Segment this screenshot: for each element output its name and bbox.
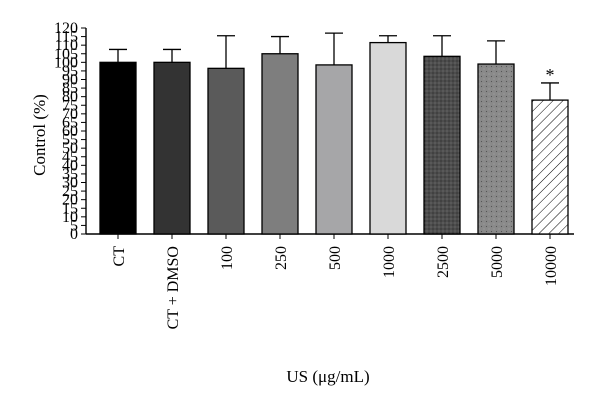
error-bars: * xyxy=(109,32,559,101)
x-tick-label: CT xyxy=(111,246,128,267)
y-tick-label: 30 xyxy=(62,175,78,192)
bar-ct-dmso xyxy=(153,61,191,235)
y-tick-label: 90 xyxy=(62,72,78,89)
y-tick-label: 35 xyxy=(62,166,78,183)
x-tick-label: 500 xyxy=(327,246,344,270)
x-axis-label: US (μg/mL) xyxy=(286,367,369,386)
bar-2500 xyxy=(423,55,461,235)
y-tick-label: 55 xyxy=(62,132,78,149)
y-tick-label: 75 xyxy=(62,97,78,114)
bar-ct xyxy=(99,61,137,235)
x-tick-label: 5000 xyxy=(489,246,506,278)
y-axis-ticks: 0510152025303540455055606570758085909510… xyxy=(54,20,86,243)
y-tick-label: 120 xyxy=(54,20,78,37)
x-axis-tick-labels: CT CT + DMSO 100 250 500 1000 2500 5000 10000 xyxy=(111,234,560,329)
y-tick-label: 45 xyxy=(62,149,78,166)
bars xyxy=(99,41,569,235)
y-tick-label: 85 xyxy=(62,80,78,97)
y-tick-label: 40 xyxy=(62,157,78,174)
y-axis-label: Control (%) xyxy=(30,94,49,176)
y-tick-label: 105 xyxy=(54,46,78,63)
bar-1000 xyxy=(369,41,407,235)
x-tick-label: 2500 xyxy=(435,246,452,278)
y-tick-label: 10 xyxy=(62,209,78,226)
y-tick-label: 65 xyxy=(62,114,78,131)
bar-5000 xyxy=(477,63,515,235)
y-tick-label: 15 xyxy=(62,200,78,217)
y-tick-label: 110 xyxy=(55,37,78,54)
y-tick-label: 25 xyxy=(62,183,78,200)
y-tick-label: 60 xyxy=(62,123,78,140)
x-tick-label: 100 xyxy=(219,246,236,270)
x-tick-label: CT + DMSO xyxy=(165,246,182,329)
bar-10000 xyxy=(531,99,569,235)
y-tick-label: 100 xyxy=(54,54,78,71)
bar-250 xyxy=(261,53,299,235)
x-tick-label: 10000 xyxy=(543,246,560,286)
y-tick-label: 70 xyxy=(62,106,78,123)
y-tick-label: 0 xyxy=(70,226,78,243)
y-tick-label: 20 xyxy=(62,192,78,209)
y-tick-label: 80 xyxy=(62,89,78,106)
x-tick-label: 250 xyxy=(273,246,290,270)
y-tick-label: 95 xyxy=(62,63,78,80)
bar-500 xyxy=(315,64,353,235)
bar-100 xyxy=(207,67,245,235)
y-tick-label: 50 xyxy=(62,140,78,157)
y-tick-label: 115 xyxy=(55,29,78,46)
significance-asterisk: * xyxy=(546,65,555,85)
y-tick-label: 5 xyxy=(70,217,78,234)
x-tick-label: 1000 xyxy=(381,246,398,278)
